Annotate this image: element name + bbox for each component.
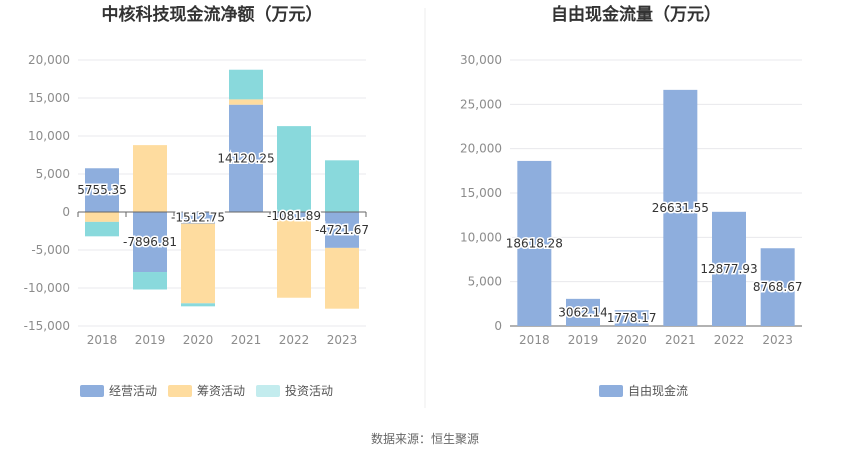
bar-operating[interactable]: [181, 212, 215, 224]
bar-free-cash-flow[interactable]: [566, 298, 600, 326]
data-label: -4721.67: [315, 223, 369, 237]
y-tick-label: 10,000: [460, 230, 502, 244]
bar-operating[interactable]: [229, 104, 263, 212]
y-tick-label: 15,000: [28, 91, 70, 105]
bar-operating[interactable]: [85, 168, 119, 212]
x-tick-label: 2021: [231, 333, 262, 347]
y-tick-label: -10,000: [24, 281, 70, 295]
bar-free-cash-flow[interactable]: [663, 89, 698, 327]
bar-operating[interactable]: [133, 212, 167, 273]
x-tick-label: 2018: [519, 333, 550, 347]
data-label: 5755.35: [77, 183, 127, 197]
bar-financing[interactable]: [85, 212, 119, 222]
y-tick-label: 0: [62, 205, 70, 219]
legend-swatch-free-cash-flow[interactable]: [599, 385, 623, 397]
bar-financing[interactable]: [181, 223, 215, 304]
bar-financing[interactable]: [325, 247, 359, 309]
zero-axis: [77, 211, 367, 217]
legend-label-investing[interactable]: 投资活动: [285, 383, 333, 398]
chart-title-cash-flow: 中核科技现金流净额（万元）: [102, 4, 323, 25]
x-tick-label: 2022: [279, 333, 310, 347]
cash-flow-chart: 中核科技现金流净额（万元） 20,000 15,000 10,000 5,000 0 -5…: [24, 4, 371, 398]
bar-investing[interactable]: [85, 221, 119, 237]
bar-investing[interactable]: [277, 126, 311, 212]
y-tick-label: 15,000: [460, 186, 502, 200]
y-tick-label: 5,000: [36, 167, 70, 181]
y-tick-label: -5,000: [31, 243, 70, 257]
y-tick-label: 10,000: [28, 129, 70, 143]
x-tick-labels: 2018 2019 2020 2021 2022 2023: [87, 333, 358, 347]
bar-investing[interactable]: [181, 303, 215, 307]
x-tick-label: 2018: [87, 333, 118, 347]
x-tick-label: 2023: [327, 333, 358, 347]
legend-cash-flow: 经营活动 筹资活动 投资活动: [80, 383, 333, 398]
legend-label-free-cash-flow[interactable]: 自由现金流: [628, 383, 688, 398]
data-labels: 18618.28 3062.14 1778.17 26631.55 12877.93 87…: [504, 199, 804, 326]
y-tick-label: 20,000: [460, 142, 502, 156]
data-label: 1778.17: [607, 311, 657, 325]
bar-investing[interactable]: [133, 272, 167, 290]
x-tick-label: 2020: [183, 333, 214, 347]
data-label: -7896.81: [123, 235, 177, 249]
data-label: 26631.55: [652, 201, 709, 215]
y-tick-label: 5,000: [468, 275, 502, 289]
y-gridlines: [78, 59, 366, 327]
bar-financing[interactable]: [133, 145, 167, 212]
bar-operating[interactable]: [277, 212, 311, 221]
y-tick-label: 30,000: [460, 53, 502, 67]
bar-free-cash-flow[interactable]: [712, 211, 746, 326]
free-cash-flow-chart: 自由现金流量（万元） 30,000 25,000 20,000 15,000 10,00…: [460, 4, 804, 398]
legend-label-operating[interactable]: 经营活动: [109, 384, 157, 398]
data-label: 12877.93: [700, 262, 757, 276]
x-tick-label: 2019: [135, 333, 166, 347]
data-label: 14120.25: [217, 151, 274, 165]
y-gridlines: [510, 59, 802, 327]
x-tick-label: 2019: [568, 333, 599, 347]
y-tick-labels: 20,000 15,000 10,000 5,000 0 -5,000 -10,000 -15…: [24, 53, 70, 333]
legend-swatch-operating[interactable]: [80, 385, 104, 397]
bar-financing[interactable]: [229, 99, 263, 105]
data-labels: 5755.35 -7896.81 -1512.75 14120.25 -1081.89-…: [76, 150, 371, 251]
data-source: 数据来源：恒生聚源: [371, 431, 479, 446]
bar-free-cash-flow[interactable]: [760, 248, 795, 326]
chart-title-free-cash-flow: 自由现金流量（万元）: [551, 4, 721, 25]
bar-investing[interactable]: [325, 160, 359, 212]
data-label: 8768.67: [753, 280, 803, 294]
bar-free-cash-flow[interactable]: [517, 160, 552, 326]
y-tick-label: -15,000: [24, 319, 70, 333]
x-tick-label: 2023: [762, 333, 793, 347]
data-label: -1081.89: [267, 209, 321, 223]
y-tick-label: 20,000: [28, 53, 70, 67]
y-tick-labels: 30,000 25,000 20,000 15,000 10,000 5,000 0: [460, 53, 502, 333]
data-label: -1512.75: [171, 211, 225, 225]
data-label: 3062.14: [558, 305, 608, 319]
bars: [517, 89, 795, 327]
y-tick-label: 0: [494, 319, 502, 333]
legend-swatch-investing[interactable]: [256, 385, 280, 397]
y-tick-label: 25,000: [460, 97, 502, 111]
bar-financing[interactable]: [277, 220, 311, 298]
bar-operating[interactable]: [325, 212, 359, 248]
data-label: 18618.28: [506, 236, 563, 250]
x-tick-label: 2020: [616, 333, 647, 347]
x-tick-label: 2021: [665, 333, 696, 347]
bar-investing[interactable]: [229, 69, 263, 100]
x-tick-label: 2022: [714, 333, 745, 347]
legend-swatch-financing[interactable]: [168, 385, 192, 397]
bar-free-cash-flow[interactable]: [614, 310, 649, 326]
stacked-bars: [85, 69, 359, 309]
legend-free-cash-flow: 自由现金流: [599, 383, 688, 398]
x-tick-labels: 2018 2019 2020 2021 2022 2023: [519, 333, 793, 347]
legend-label-financing[interactable]: 筹资活动: [197, 384, 245, 398]
